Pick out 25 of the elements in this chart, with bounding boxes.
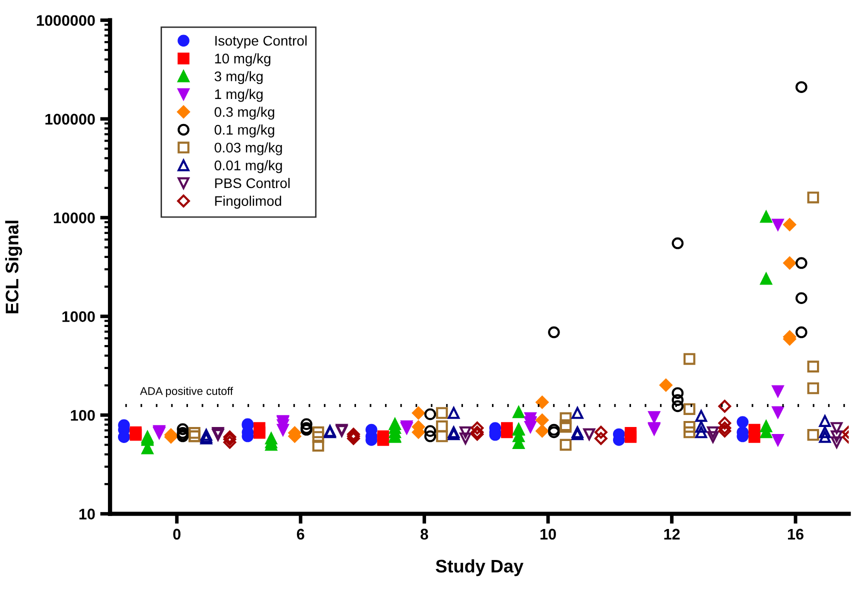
x-tick-label: 10 — [540, 528, 556, 540]
x-tick-label: 8 — [420, 528, 428, 540]
x-tick-label: 6 — [296, 528, 304, 540]
y-tick-label: 10 — [79, 508, 95, 520]
legend-label: 3 mg/kg — [214, 71, 263, 84]
y-axis-title: ECL Signal — [5, 220, 22, 314]
legend-label: 0.3 mg/kg — [214, 106, 274, 120]
legend-label: 1 mg/kg — [215, 88, 263, 102]
y-tick-label: 100000 — [45, 114, 95, 125]
y-tick-label: 1000 — [62, 311, 95, 322]
legend-label: Fingolimod — [215, 196, 282, 209]
legend-label: 0.1 mg/kg — [214, 124, 274, 138]
legend-label: PBS Control — [215, 178, 290, 188]
y-tick-label: 100 — [70, 410, 95, 421]
x-axis-title: Study Day — [436, 559, 524, 576]
legend-label: 10 mg/kg — [215, 53, 270, 66]
ref-line-label: ADA positive cutoff — [140, 386, 234, 398]
y-tick-label: 1000000 — [36, 15, 95, 26]
legend-label: Isotype Control — [215, 35, 307, 48]
x-tick-label: 0 — [173, 528, 180, 540]
legend-label: 0.03 mg/kg — [214, 142, 282, 156]
y-tick-label: 10000 — [54, 212, 95, 224]
legend-label: 0.01 mg/kg — [214, 160, 282, 174]
x-tick-label: 12 — [664, 528, 680, 540]
x-tick-label: 16 — [788, 528, 804, 540]
